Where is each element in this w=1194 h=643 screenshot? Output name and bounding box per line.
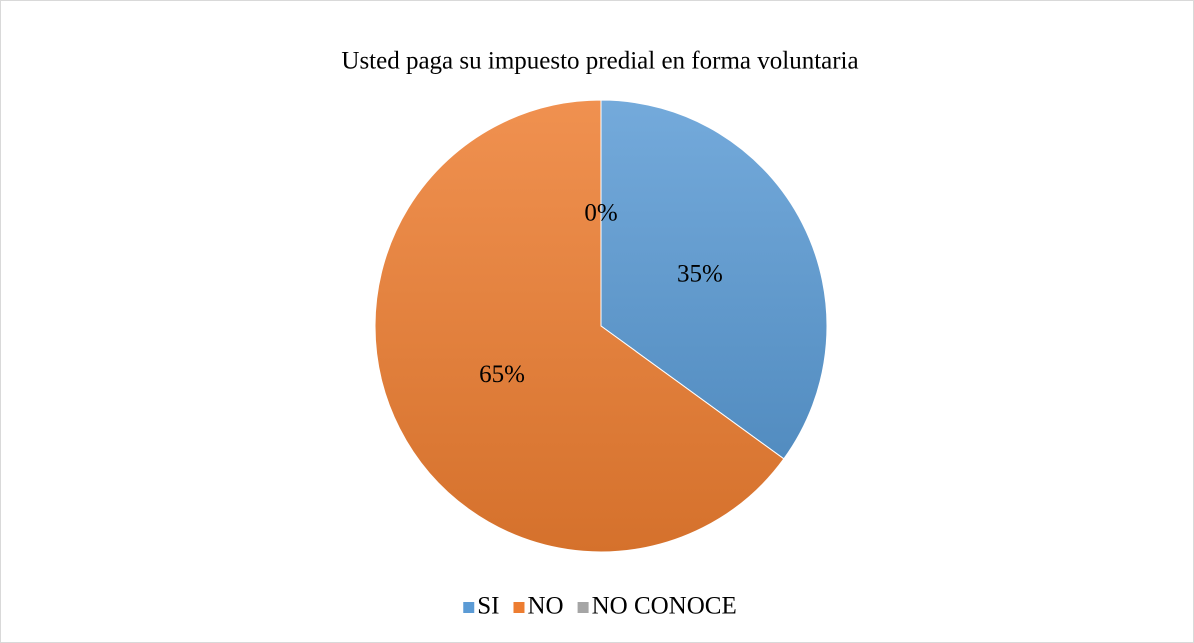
pie-slice <box>600 99 828 460</box>
legend-swatch <box>513 602 525 613</box>
data-label: 0% <box>584 200 617 227</box>
legend-label: NO <box>527 593 563 620</box>
pie-slice <box>374 99 785 553</box>
data-label: 65% <box>479 361 525 388</box>
legend-swatch <box>577 602 589 613</box>
data-label: 35% <box>677 260 723 287</box>
chart-title: Usted paga su impuesto predial en forma … <box>341 48 858 75</box>
legend-swatch <box>463 602 475 613</box>
legend-label: SI <box>477 593 499 620</box>
legend-label: NO CONOCE <box>592 593 737 620</box>
